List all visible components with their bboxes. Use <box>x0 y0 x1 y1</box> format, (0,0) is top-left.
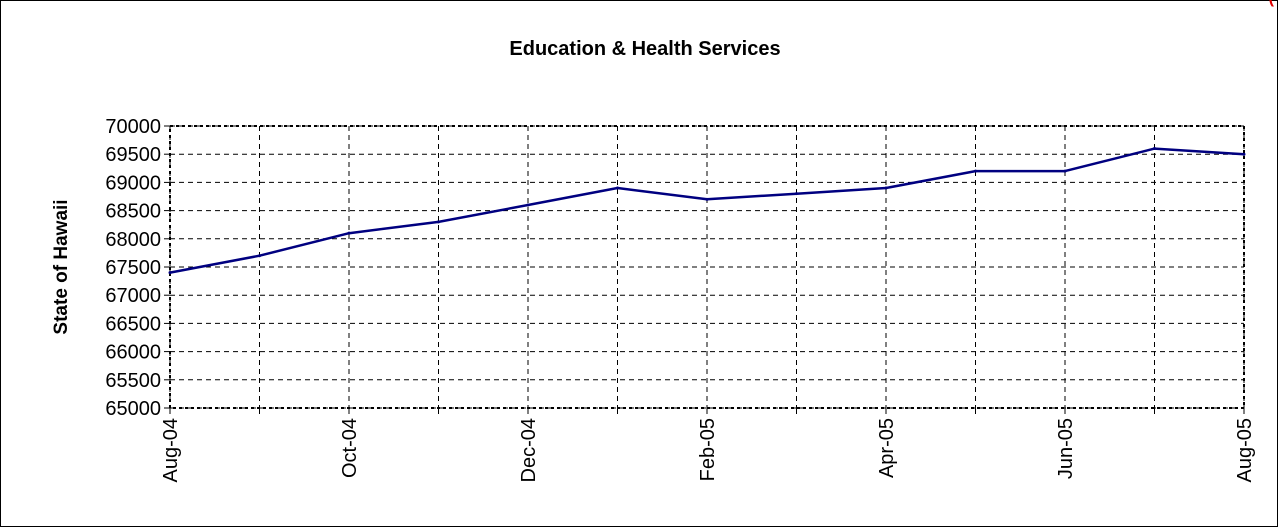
x-axis-ticks: Aug-04 Oct-04 Dec-04 Feb-05 Apr-05 Jun-05 Aug-… <box>160 408 1256 483</box>
y-tick-label: 67500 <box>105 257 161 279</box>
data-point <box>974 169 977 173</box>
y-tick-label: 65000 <box>105 398 161 420</box>
series-layer <box>168 147 1246 275</box>
y-axis-label: State of Hawaii <box>51 199 72 334</box>
data-point <box>884 186 888 190</box>
y-tick-label: 70000 <box>105 116 161 138</box>
chart-title: Education & Health Services <box>509 38 780 60</box>
data-point <box>1242 152 1246 156</box>
y-tick-label: 68500 <box>105 201 161 223</box>
corner-mark: ( <box>1269 0 1274 8</box>
data-point <box>705 197 709 201</box>
data-point <box>347 231 351 235</box>
y-tick-label: 69000 <box>105 172 161 194</box>
data-point <box>258 254 261 258</box>
y-tick-label: 66500 <box>105 313 161 335</box>
x-tick-label: Apr-05 <box>876 418 898 478</box>
y-tick-label: 66000 <box>105 342 161 364</box>
data-point <box>168 271 172 275</box>
data-point <box>437 220 440 224</box>
x-tick-label: Dec-04 <box>518 418 540 482</box>
data-point <box>1153 147 1156 151</box>
y-tick-label: 69500 <box>105 144 161 166</box>
y-tick-label: 68000 <box>105 229 161 251</box>
x-tick-label: Oct-04 <box>339 418 361 478</box>
x-tick-label: Aug-04 <box>160 418 182 483</box>
x-tick-label: Feb-05 <box>697 418 719 481</box>
data-point <box>616 186 619 190</box>
y-axis-ticks: 65000 65500 66000 66500 67000 67500 68000 68500… <box>105 116 170 420</box>
y-tick-label: 67000 <box>105 285 161 307</box>
data-point <box>795 192 798 196</box>
data-point <box>1063 169 1067 173</box>
y-tick-label: 65500 <box>105 370 161 392</box>
gridlines <box>169 125 1245 409</box>
x-tick-label: Aug-05 <box>1234 418 1256 483</box>
x-tick-label: Jun-05 <box>1055 418 1077 479</box>
data-point <box>526 203 530 207</box>
